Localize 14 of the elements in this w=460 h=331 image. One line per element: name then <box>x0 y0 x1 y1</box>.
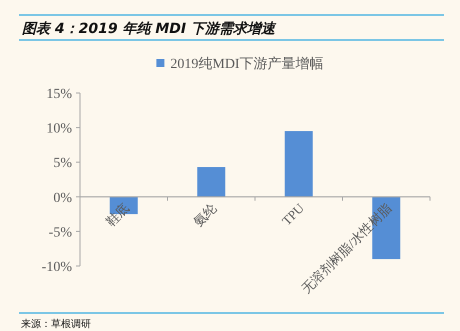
x-tick-label: TPU <box>278 200 308 228</box>
y-tick-label: -10% <box>42 260 72 275</box>
chart-title: 图表 4：2019 年纯 MDI 下游需求增速 <box>22 21 277 37</box>
bar <box>197 167 226 197</box>
bar <box>284 131 313 197</box>
legend-label: 2019纯MDI下游产量增幅 <box>170 56 324 72</box>
source-note: 来源：草根调研 <box>21 318 91 330</box>
x-tick-label: 氨纶 <box>190 200 220 230</box>
y-tick-label: -5% <box>48 225 72 240</box>
y-tick-label: 0% <box>53 190 72 206</box>
y-tick-label: 10% <box>46 122 72 137</box>
y-tick-label: 5% <box>53 156 72 172</box>
y-tick-label: 15% <box>46 87 72 102</box>
x-tick-label: 鞋底 <box>102 200 132 230</box>
